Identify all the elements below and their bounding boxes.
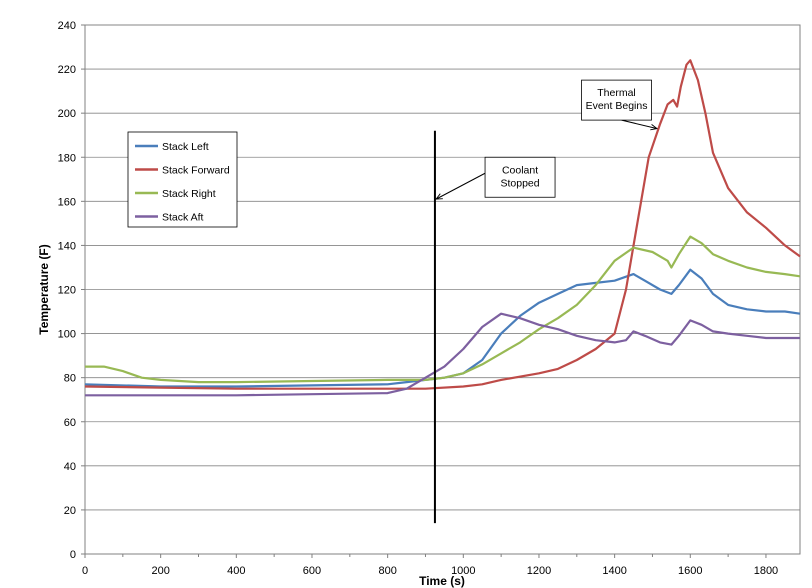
legend-label-1: Stack Forward xyxy=(162,165,230,177)
y-tick-labels: 0 20 40 60 80 100 120 140 160 180 200 220 240 xyxy=(58,20,85,561)
legend-label-3: Stack Aft xyxy=(162,212,204,224)
x-tick-label-400: 400 xyxy=(227,565,245,577)
series-line-0 xyxy=(84,268,801,388)
annotation-arrow-1 xyxy=(621,119,657,128)
x-tick-label-800: 800 xyxy=(378,565,396,577)
x-tick-label-1600: 1600 xyxy=(678,565,702,577)
x-axis-title: Time (s) xyxy=(419,574,465,588)
annotation-box-1 xyxy=(581,79,652,121)
x-tick-label-1000: 1000 xyxy=(451,565,475,577)
legend-box xyxy=(127,131,238,228)
annotation-box-0 xyxy=(484,156,556,198)
series-line-3 xyxy=(85,312,800,397)
y-tick-label-140: 140 xyxy=(58,240,76,252)
x-tick-label-1400: 1400 xyxy=(602,565,626,577)
y-tick-label-120: 120 xyxy=(58,285,76,297)
y-tick-label-200: 200 xyxy=(58,108,76,120)
x-tick-label-600: 600 xyxy=(303,565,321,577)
legend-label-0: Stack Left xyxy=(162,141,209,153)
legend-label-2: Stack Right xyxy=(162,188,216,200)
y-tick-label-20: 20 xyxy=(64,505,76,517)
x-tick-label-1800: 1800 xyxy=(754,565,778,577)
annotation-text-1-0: Thermal xyxy=(597,87,636,99)
x-tick-label-200: 200 xyxy=(151,565,169,577)
y-tick-label-160: 160 xyxy=(58,196,76,208)
annotation-text-1-1: Event Begins xyxy=(586,100,648,112)
y-tick-label-240: 240 xyxy=(58,20,76,32)
y-tick-label-80: 80 xyxy=(64,373,76,385)
y-tick-label-40: 40 xyxy=(64,461,76,473)
y-tick-label-100: 100 xyxy=(58,329,76,341)
y-tick-label-0: 0 xyxy=(70,549,76,561)
y-axis-title: Temperature (F) xyxy=(37,244,51,334)
y-tick-label-220: 220 xyxy=(58,64,76,76)
y-tick-label-180: 180 xyxy=(58,152,76,164)
annotation-text-0-1: Stopped xyxy=(500,177,539,189)
annotation-arrow-0 xyxy=(436,172,486,199)
legend: Stack Left Stack Forward Stack Right Stack … xyxy=(127,131,238,228)
x-tick-labels: 0 200 400 600 800 1000 1200 1400 1600 1800 xyxy=(82,554,778,577)
data-series xyxy=(84,59,801,397)
y-tick-label-60: 60 xyxy=(64,417,76,429)
series-line-2 xyxy=(85,235,801,384)
x-tick-label-0: 0 xyxy=(82,565,88,577)
series-line-1 xyxy=(84,59,801,390)
annotation-text-0-0: Coolant xyxy=(502,164,538,176)
x-tick-label-1200: 1200 xyxy=(527,565,551,577)
